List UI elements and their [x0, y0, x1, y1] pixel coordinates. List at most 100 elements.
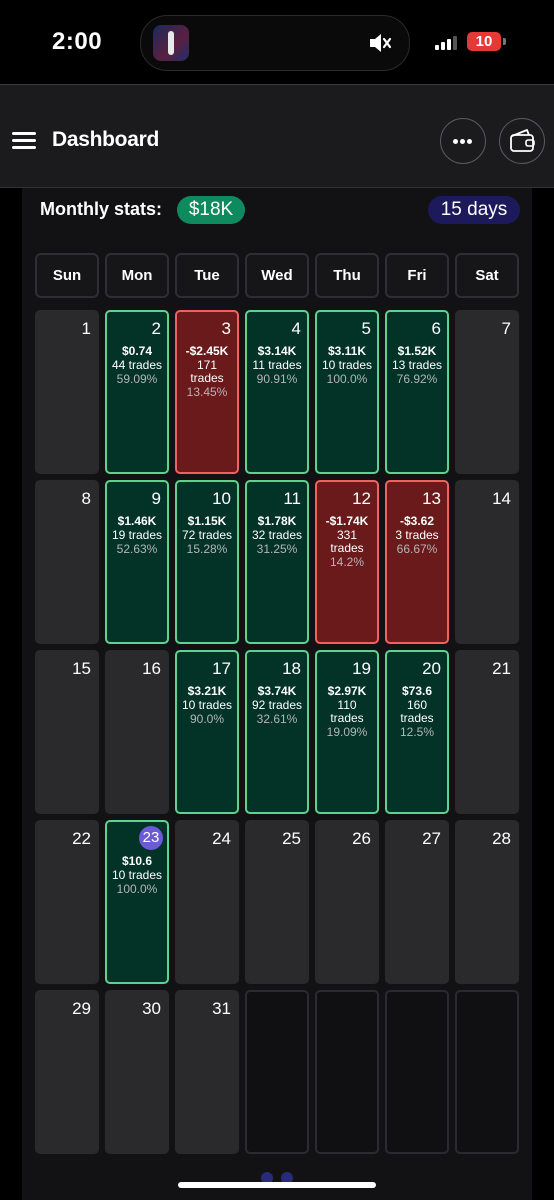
calendar-day-9[interactable]: 9 $1.46K 19 trades 52.63%: [105, 480, 169, 644]
day-win-rate: 76.92%: [396, 372, 438, 386]
calendar-day-30[interactable]: 30: [105, 990, 169, 1154]
weekday-fri: Fri: [385, 253, 449, 298]
calendar-day-15[interactable]: 15: [35, 650, 99, 814]
more-button[interactable]: [440, 118, 486, 164]
day-trade-count: 3 trades: [395, 528, 439, 542]
monthly-stats-label: Monthly stats:: [40, 199, 163, 219]
calendar-day-1[interactable]: 1: [35, 310, 99, 474]
dynamic-island[interactable]: [140, 15, 410, 71]
day-pnl: -$1.74K: [325, 514, 369, 528]
page-title: Dashboard: [52, 128, 159, 151]
day-number: 17: [212, 659, 231, 678]
now-playing-artwork: [153, 25, 189, 61]
day-win-rate: 13.45%: [186, 385, 228, 399]
calendar-day-31[interactable]: 31: [175, 990, 239, 1154]
day-win-rate: 14.2%: [329, 555, 365, 569]
day-trade-count: 171 trades: [190, 358, 224, 385]
day-win-rate: 32.61%: [256, 712, 298, 726]
day-win-rate: 31.25%: [256, 542, 298, 556]
signal-icon: [435, 36, 457, 50]
ellipsis-dot: [467, 139, 472, 144]
calendar-day-10[interactable]: 10 $1.15K 72 trades 15.28%: [175, 480, 239, 644]
calendar-day-7[interactable]: 7: [455, 310, 519, 474]
calendar-day-14[interactable]: 14: [455, 480, 519, 644]
day-pnl: $3.74K: [257, 684, 297, 698]
calendar-day-5[interactable]: 5 $3.11K 10 trades 100.0%: [315, 310, 379, 474]
app-header: Dashboard: [0, 84, 554, 188]
day-pnl: $0.74: [121, 344, 153, 358]
day-pnl: $3.11K: [327, 344, 367, 358]
monthly-total-badge: $18K: [177, 196, 245, 224]
calendar-day-27[interactable]: 27: [385, 820, 449, 984]
day-pnl: $1.52K: [397, 344, 437, 358]
day-trade-count: 160 trades: [400, 698, 434, 725]
calendar-day-2[interactable]: 2 $0.74 44 trades 59.09%: [105, 310, 169, 474]
day-number: 25: [282, 829, 301, 848]
day-pnl: $1.46K: [117, 514, 157, 528]
day-number: 18: [282, 659, 301, 678]
day-number: 13: [422, 489, 441, 508]
day-win-rate: 15.28%: [186, 542, 228, 556]
calendar-day-18[interactable]: 18 $3.74K 92 trades 32.61%: [245, 650, 309, 814]
calendar-day-13[interactable]: 13 -$3.62 3 trades 66.67%: [385, 480, 449, 644]
wallet-button[interactable]: [499, 118, 545, 164]
day-trade-count: 10 trades: [181, 698, 233, 712]
day-win-rate: 12.5%: [399, 725, 435, 739]
day-trade-count: 13 trades: [391, 358, 443, 372]
calendar-day-25[interactable]: 25: [245, 820, 309, 984]
hamburger-icon[interactable]: [12, 132, 36, 150]
calendar-day-empty: [245, 990, 309, 1154]
day-number: 10: [212, 489, 231, 508]
calendar-day-21[interactable]: 21: [455, 650, 519, 814]
day-number: 21: [492, 659, 511, 678]
calendar-day-22[interactable]: 22: [35, 820, 99, 984]
day-win-rate: 19.09%: [326, 725, 368, 739]
day-trade-count: 72 trades: [181, 528, 233, 542]
day-trade-count: 44 trades: [111, 358, 163, 372]
day-trade-count: 19 trades: [111, 528, 163, 542]
day-pnl: -$3.62: [399, 514, 435, 528]
day-pnl: $73.6: [401, 684, 433, 698]
day-number: 16: [142, 659, 161, 678]
day-number: 11: [283, 489, 301, 508]
calendar-day-12[interactable]: 12 -$1.74K 331 trades 14.2%: [315, 480, 379, 644]
day-win-rate: 100.0%: [116, 882, 158, 896]
calendar-day-16[interactable]: 16: [105, 650, 169, 814]
calendar-day-17[interactable]: 17 $3.21K 10 trades 90.0%: [175, 650, 239, 814]
calendar-day-26[interactable]: 26: [315, 820, 379, 984]
day-trade-count: 10 trades: [111, 868, 163, 882]
day-win-rate: 100.0%: [326, 372, 368, 386]
calendar-day-23[interactable]: 23 $10.6 10 trades 100.0%: [105, 820, 169, 984]
calendar-day-3[interactable]: 3 -$2.45K 171 trades 13.45%: [175, 310, 239, 474]
day-number: 9: [151, 489, 161, 508]
day-number: 4: [291, 319, 301, 338]
home-indicator[interactable]: [178, 1182, 376, 1188]
status-bar: 2:00 10: [0, 0, 554, 84]
day-number: 20: [422, 659, 441, 678]
calendar-day-29[interactable]: 29: [35, 990, 99, 1154]
day-trade-count: 92 trades: [251, 698, 303, 712]
day-win-rate: 90.91%: [256, 372, 298, 386]
day-trade-count: 10 trades: [321, 358, 373, 372]
calendar-day-6[interactable]: 6 $1.52K 13 trades 76.92%: [385, 310, 449, 474]
page-indicator-dot: [281, 1172, 293, 1184]
calendar-day-24[interactable]: 24: [175, 820, 239, 984]
day-win-rate: 52.63%: [116, 542, 158, 556]
calendar-day-empty: [455, 990, 519, 1154]
day-number: 8: [81, 489, 91, 508]
day-number: 27: [422, 829, 441, 848]
ellipsis-icon: [453, 139, 458, 144]
day-number: 26: [352, 829, 371, 848]
calendar-day-4[interactable]: 4 $3.14K 11 trades 90.91%: [245, 310, 309, 474]
weekday-thu: Thu: [315, 253, 379, 298]
day-number: 24: [212, 829, 231, 848]
calendar-day-19[interactable]: 19 $2.97K 110 trades 19.09%: [315, 650, 379, 814]
day-number: 6: [431, 319, 441, 338]
calendar-day-20[interactable]: 20 $73.6 160 trades 12.5%: [385, 650, 449, 814]
day-win-rate: 90.0%: [189, 712, 225, 726]
calendar-day-8[interactable]: 8: [35, 480, 99, 644]
day-pnl: $3.21K: [187, 684, 227, 698]
calendar-day-11[interactable]: 11 $1.78K 32 trades 31.25%: [245, 480, 309, 644]
day-pnl: $2.97K: [327, 684, 367, 698]
calendar-day-28[interactable]: 28: [455, 820, 519, 984]
